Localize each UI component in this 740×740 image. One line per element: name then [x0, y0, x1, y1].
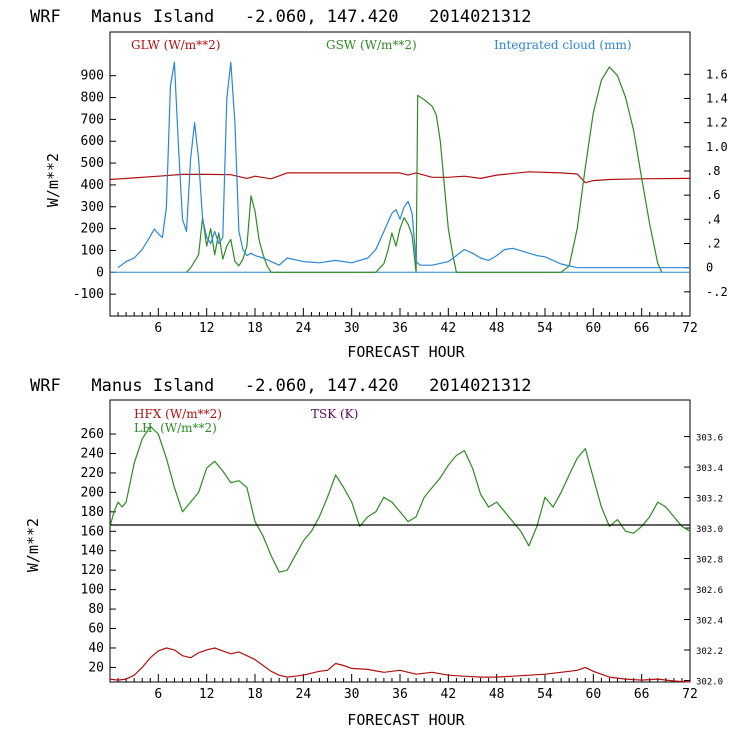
x-tick-label: 30 — [344, 321, 360, 336]
y-tick-label: 60 — [88, 622, 104, 637]
series-line-glw — [109, 171, 691, 184]
y-tick-label: 260 — [81, 427, 104, 442]
y-tick-label: 240 — [81, 446, 104, 461]
chart-2-x-label: FORECAST HOUR — [347, 711, 465, 729]
y-tick-label: 140 — [81, 544, 104, 559]
chart-2-y2-ticks: 302.0 302.2 302.4 302.6 302.8 303.0 303.2 303.4… — [684, 434, 723, 687]
chart-2-series — [109, 425, 691, 683]
series-line-integrated — [117, 61, 690, 269]
chart-1-series — [109, 61, 691, 273]
series-line-gsw — [186, 66, 663, 273]
x-tick-label: 66 — [634, 321, 650, 336]
chart-1-y2-ticks: -.2 0 .2 .4 .6 .8 1.0 1.2 1.4 1.6 — [684, 67, 728, 299]
x-tick-label: 36 — [392, 687, 408, 702]
y-tick-label: 400 — [81, 178, 104, 193]
x-tick-label: 54 — [537, 687, 553, 702]
y2-tick-label: .4 — [706, 212, 720, 226]
chart-2-title: WRF Manus Island -2.060, 147.420 2014021… — [30, 376, 532, 396]
chart-2-y-label: W/m**2 — [24, 518, 42, 572]
y-tick-label: -100 — [73, 287, 104, 302]
x-tick-label: 36 — [392, 321, 408, 336]
x-tick-label: 12 — [199, 687, 215, 702]
y2-tick-label: 302.6 — [696, 586, 723, 596]
x-tick-label: 6 — [154, 321, 162, 336]
x-tick-label: 6 — [154, 687, 162, 702]
chart-2-y-ticks: 20 40 60 80 100 120 140 160 180 200 220 240 260 — [81, 427, 116, 675]
chart-2: WRF Manus Island -2.060, 147.420 2014021… — [24, 376, 723, 729]
chart-2-x-ticks: 6 12 18 24 30 36 42 48 54 60 66 72 — [117, 674, 698, 702]
y2-tick-label: .8 — [706, 164, 720, 178]
y-tick-label: 300 — [81, 200, 104, 215]
y-tick-label: 20 — [88, 660, 104, 675]
chart-1-x-ticks: 6 12 18 24 30 36 42 48 54 60 66 72 — [117, 308, 698, 336]
y-tick-label: 200 — [81, 222, 104, 237]
y2-tick-label: 1.4 — [706, 91, 728, 105]
x-tick-label: 54 — [537, 321, 553, 336]
x-tick-label: 24 — [296, 321, 312, 336]
x-tick-label: 42 — [441, 687, 457, 702]
y-tick-label: 500 — [81, 156, 104, 171]
y2-tick-label: 302.8 — [696, 556, 723, 566]
y-tick-label: 600 — [81, 134, 104, 149]
x-tick-label: 12 — [199, 321, 215, 336]
y2-tick-label: .2 — [706, 236, 720, 250]
y-tick-label: 160 — [81, 524, 104, 539]
x-tick-label: 18 — [247, 321, 263, 336]
y-tick-label: 40 — [88, 641, 104, 656]
y2-tick-label: 0 — [706, 261, 713, 275]
y2-tick-label: 1.0 — [706, 140, 728, 154]
y-tick-label: 200 — [81, 485, 104, 500]
y2-tick-label: 302.0 — [696, 677, 723, 687]
y2-tick-label: .6 — [706, 188, 720, 202]
y2-tick-label: 1.6 — [706, 67, 728, 81]
y2-tick-label: 303.2 — [696, 495, 723, 505]
x-tick-label: 60 — [586, 687, 602, 702]
x-tick-label: 18 — [247, 687, 263, 702]
chart-1-legend-glw: GLW (W/m**2) — [131, 38, 220, 52]
x-tick-label: 60 — [586, 321, 602, 336]
chart-2-legend-lh: LH (W/m**2) — [134, 421, 217, 435]
x-tick-label: 66 — [634, 687, 650, 702]
y-tick-label: 0 — [96, 265, 104, 280]
x-tick-label: 24 — [296, 687, 312, 702]
y2-tick-label: 303.6 — [696, 434, 723, 444]
x-tick-label: 42 — [441, 321, 457, 336]
y-tick-label: 700 — [81, 112, 104, 127]
x-tick-label: 30 — [344, 687, 360, 702]
chart-1-x-label: FORECAST HOUR — [347, 343, 465, 361]
series-line-hfx — [109, 647, 691, 683]
y-tick-label: 100 — [81, 243, 104, 258]
chart-1-title: WRF Manus Island -2.060, 147.420 2014021… — [30, 7, 532, 27]
y-tick-label: 220 — [81, 466, 104, 481]
x-tick-label: 48 — [489, 321, 505, 336]
chart-2-legend-hfx: HFX (W/m**2) — [134, 407, 222, 421]
y-tick-label: 900 — [81, 69, 104, 84]
x-tick-label: 72 — [682, 687, 698, 702]
y2-tick-label: 1.2 — [706, 116, 728, 130]
y2-tick-label: 303.4 — [696, 464, 723, 474]
y2-tick-label: 303.0 — [696, 525, 723, 535]
y-tick-label: 120 — [81, 563, 104, 578]
x-tick-label: 72 — [682, 321, 698, 336]
y-tick-label: 100 — [81, 583, 104, 598]
chart-2-legend-tsk: TSK (K) — [311, 407, 358, 421]
y2-tick-label: 302.2 — [696, 647, 723, 657]
series-line-lh — [109, 425, 691, 573]
y-tick-label: 180 — [81, 505, 104, 520]
chart-1: WRF Manus Island -2.060, 147.420 2014021… — [30, 7, 728, 361]
y2-tick-label: 302.4 — [696, 617, 723, 627]
x-tick-label: 48 — [489, 687, 505, 702]
y-tick-label: 80 — [88, 602, 104, 617]
y-tick-label: 800 — [81, 91, 104, 106]
chart-1-y-ticks: -100 0 100 200 300 400 500 600 700 800 900 — [73, 69, 690, 302]
chart-1-y-label: W/m**2 — [44, 153, 62, 207]
chart-1-legend-gsw: GSW (W/m**2) — [326, 38, 417, 52]
y2-tick-label: -.2 — [706, 285, 728, 299]
chart-2-frame — [109, 399, 691, 683]
chart-1-legend-cloud: Integrated cloud (mm) — [494, 38, 632, 52]
